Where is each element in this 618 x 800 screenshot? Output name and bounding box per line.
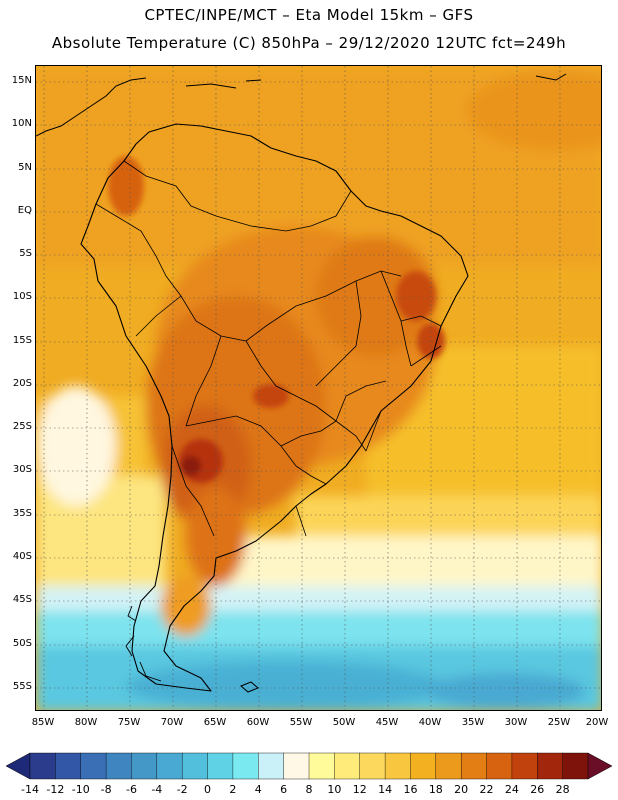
central-america-coastline <box>36 77 147 137</box>
lon-label-25w: 25W <box>547 717 571 728</box>
lon-label-70w: 70W <box>160 717 184 728</box>
lat-label-20s: 20S <box>12 378 32 389</box>
lat-label-10s: 10S <box>12 291 32 302</box>
colorbar-swatch <box>486 752 513 780</box>
lon-label-35w: 35W <box>461 717 485 728</box>
lat-label-10n: 10N <box>11 118 32 129</box>
lon-label-65w: 65W <box>203 717 227 728</box>
colorbar-swatch <box>308 752 335 780</box>
temperature-map[interactable] <box>35 65 602 711</box>
country-borders <box>95 160 442 537</box>
lon-label-45w: 45W <box>375 717 399 728</box>
colorbar-tick-label: 8 <box>305 783 313 796</box>
lat-label-45s: 45S <box>12 594 32 605</box>
colorbar-swatch <box>29 752 56 780</box>
colorbar-tick-label: -12 <box>46 783 65 796</box>
lat-label-40s: 40S <box>12 551 32 562</box>
lon-label-60w: 60W <box>246 717 270 728</box>
colorbar-swatch <box>181 752 209 780</box>
grid-lines <box>36 66 601 710</box>
colorbar-swatch <box>359 752 386 780</box>
lon-label-55w: 55W <box>289 717 313 728</box>
colorbar-right-arrow <box>587 752 613 780</box>
colorbar-swatch <box>156 752 183 780</box>
colorbar-tick-label: -10 <box>71 783 90 796</box>
colorbar-swatch <box>460 752 488 780</box>
colorbar-tick-label: -8 <box>100 783 112 796</box>
lat-label-eq: EQ <box>17 205 32 216</box>
south-america-coastline <box>80 123 469 692</box>
colorbar-tick-label: 6 <box>280 783 288 796</box>
colorbar-tick-label: 2 <box>229 783 237 796</box>
lon-label-85w: 85W <box>31 717 55 728</box>
map-title-line-1: CPTEC/INPE/MCT – Eta Model 15km – GFS <box>144 6 474 24</box>
colorbar-tick-label: 18 <box>428 783 443 796</box>
hot-spots <box>108 156 445 483</box>
lon-label-80w: 80W <box>74 717 98 728</box>
colorbar-swatch <box>410 752 437 780</box>
colorbar-swatch <box>435 752 462 780</box>
colorbar-swatch <box>537 752 564 780</box>
colorbar-tick-label: 10 <box>327 783 342 796</box>
colorbar-tick-label: -6 <box>125 783 137 796</box>
lat-label-35s: 35S <box>12 508 32 519</box>
colorbar-swatch <box>232 752 259 780</box>
colorbar-tick-label: 0 <box>204 783 212 796</box>
colorbar-tick-label: -14 <box>21 783 39 796</box>
colorbar-tick-label: 16 <box>403 783 418 796</box>
colorbar-swatch <box>283 752 310 780</box>
colorbar-tick-label: 24 <box>504 783 519 796</box>
colorbar-swatch <box>131 752 158 780</box>
lat-label-5n: 5N <box>18 162 32 173</box>
colorbar-tick-label: -2 <box>176 783 188 796</box>
colorbar-swatch <box>562 752 589 780</box>
lon-label-75w: 75W <box>117 717 141 728</box>
colorbar-tick-label: 4 <box>254 783 262 796</box>
colorbar <box>5 752 613 780</box>
colorbar-swatch <box>80 752 107 780</box>
lat-label-50s: 50S <box>12 638 32 649</box>
colorbar-tick-label: -4 <box>151 783 163 796</box>
colorbar-swatch <box>55 752 82 780</box>
colorbar-swatches <box>29 752 589 780</box>
colorbar-tick-label: 12 <box>352 783 367 796</box>
colorbar-tick-label: 20 <box>454 783 469 796</box>
colorbar-swatch <box>334 752 361 780</box>
colorbar-tick-label: 26 <box>530 783 545 796</box>
caribbean-islands <box>185 73 567 89</box>
colorbar-swatch <box>258 752 285 780</box>
colorbar-tick-label: 14 <box>378 783 393 796</box>
colorbar-swatch <box>105 752 132 780</box>
lat-label-15n: 15N <box>11 75 32 86</box>
colorbar-swatch <box>511 752 538 780</box>
lat-label-25s: 25S <box>12 421 32 432</box>
lon-label-20w: 20W <box>585 717 609 728</box>
lat-label-55s: 55S <box>12 681 32 692</box>
colorbar-tick-label: 22 <box>479 783 494 796</box>
southern-islands <box>125 605 162 682</box>
lon-label-40w: 40W <box>418 717 442 728</box>
lat-label-30s: 30S <box>12 464 32 475</box>
map-title-line-2: Absolute Temperature (C) 850hPa – 29/12/… <box>51 34 567 52</box>
lon-label-30w: 30W <box>504 717 528 728</box>
colorbar-swatch <box>384 752 411 780</box>
colorbar-left-arrow <box>5 752 31 780</box>
colorbar-tick-label: 28 <box>555 783 570 796</box>
falkland-islands <box>240 681 259 693</box>
lat-label-5s: 5S <box>19 248 32 259</box>
colorbar-swatch <box>207 752 234 780</box>
lat-label-15s: 15S <box>12 335 32 346</box>
lon-label-50w: 50W <box>332 717 356 728</box>
